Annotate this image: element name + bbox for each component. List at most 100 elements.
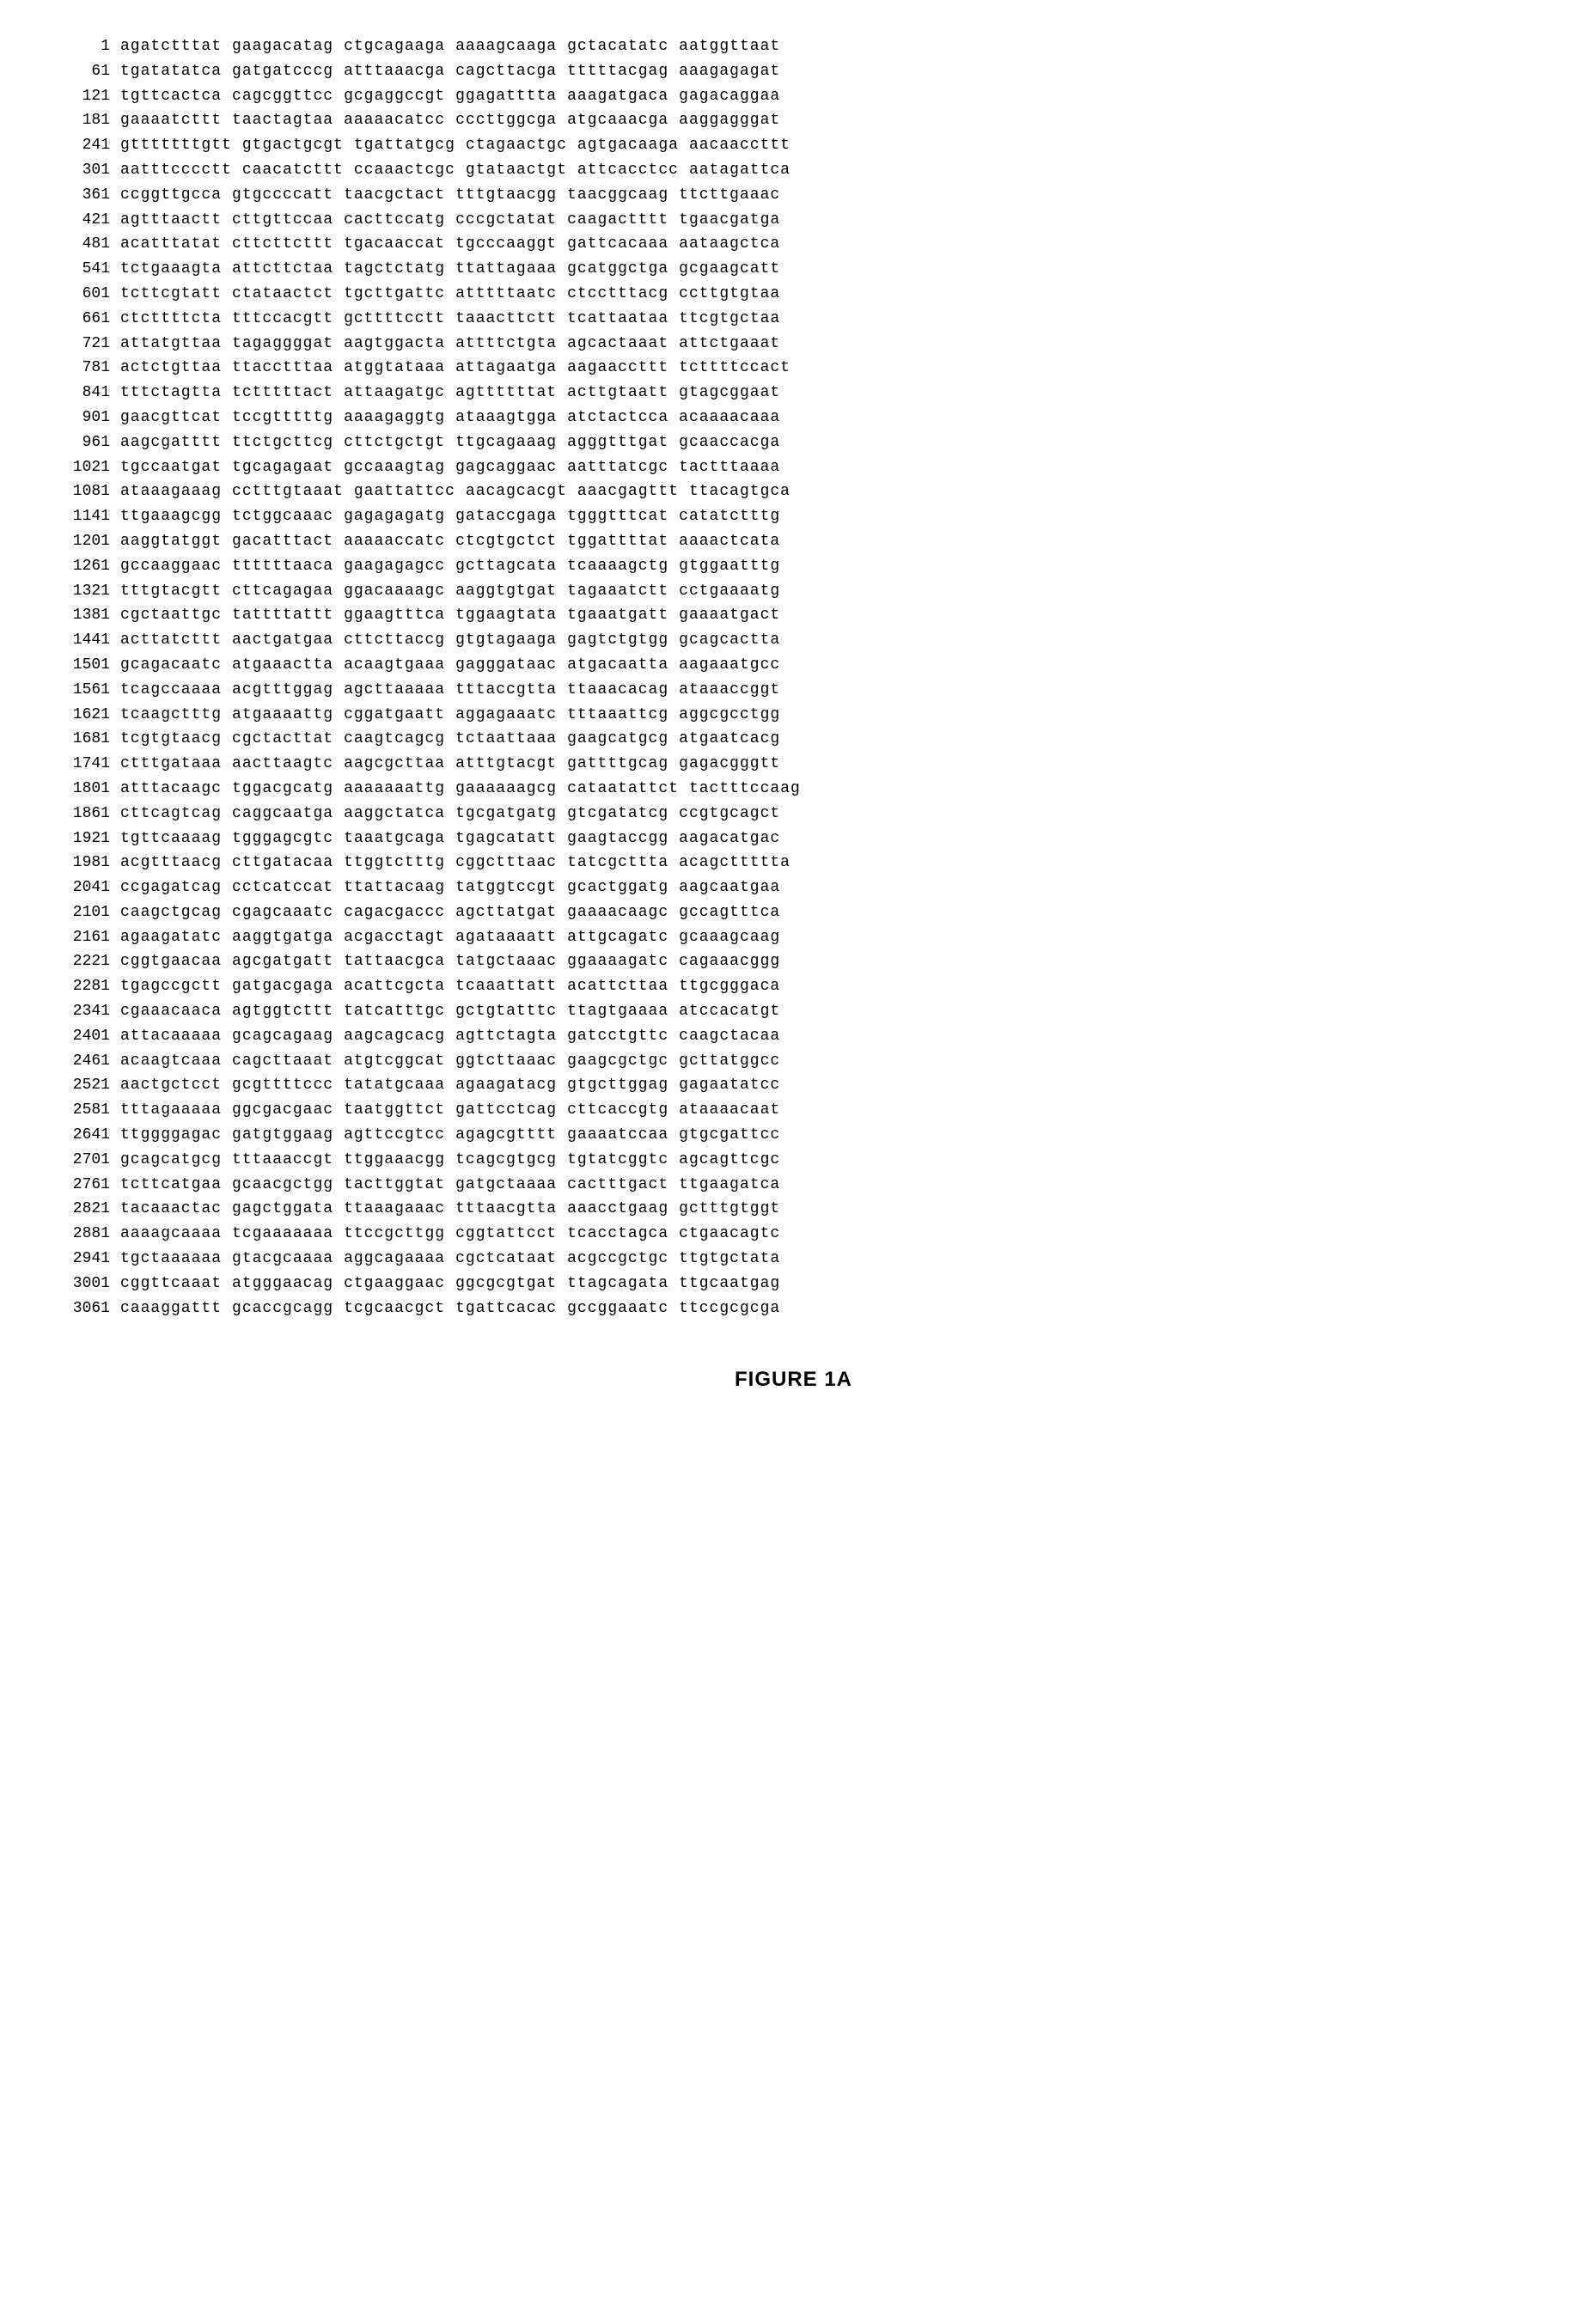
sequence-block: cggttcaaat bbox=[120, 1272, 222, 1296]
sequence-block: attagaatga bbox=[455, 356, 557, 381]
sequence-block: gcagcagaag bbox=[232, 1024, 333, 1049]
sequence-block: agataaaatt bbox=[455, 925, 557, 950]
sequence-block: gccaaagtag bbox=[344, 455, 445, 480]
sequence-blocks: cgctaattgctattttatttggaagtttcatggaagtata… bbox=[120, 603, 780, 628]
sequence-block: ttcgtgctaa bbox=[679, 307, 780, 332]
sequence-row: 2761tcttcatgaagcaacgctggtacttggtatgatgct… bbox=[52, 1173, 1535, 1198]
sequence-blocks: actctgttaattacctttaaatggtataaaattagaatga… bbox=[120, 356, 790, 381]
sequence-block: gtttttttgtt bbox=[120, 133, 232, 158]
sequence-row: 241gtttttttgttgtgactgcgttgattatgcgctagaa… bbox=[52, 133, 1535, 158]
sequence-block: ttattagaaa bbox=[455, 257, 557, 282]
position-number: 1261 bbox=[52, 554, 120, 579]
sequence-row: 2221cggtgaacaaagcgatgatttattaacgcatatgct… bbox=[52, 949, 1535, 974]
sequence-blocks: acatttatatcttcttcttttgacaaccattgcccaaggt… bbox=[120, 232, 780, 257]
sequence-block: ccgtgcagct bbox=[679, 802, 780, 827]
sequence-block: tcacctagca bbox=[567, 1222, 668, 1247]
sequence-block: gaattattcc bbox=[354, 479, 455, 504]
sequence-block: tatggtccgt bbox=[455, 875, 557, 900]
sequence-block: tattaacgca bbox=[344, 949, 445, 974]
sequence-block: agttccgtcc bbox=[344, 1123, 445, 1148]
sequence-block: cttcaccgtg bbox=[567, 1098, 668, 1123]
sequence-block: tgcttgattc bbox=[344, 282, 445, 307]
sequence-block: gagctggata bbox=[232, 1197, 333, 1222]
sequence-block: ctcctttacg bbox=[567, 282, 668, 307]
sequence-block: tctttttact bbox=[232, 381, 333, 406]
sequence-block: acgacctagt bbox=[344, 925, 445, 950]
sequence-block: aaaaaccatc bbox=[344, 529, 445, 554]
sequence-block: aggagaaatc bbox=[455, 703, 557, 728]
sequence-blocks: aatttccccttcaacatctttccaaactcgcgtataactg… bbox=[120, 158, 790, 183]
sequence-block: agttttttat bbox=[455, 381, 557, 406]
sequence-block: acgccgctgc bbox=[567, 1247, 668, 1272]
sequence-block: gaagacatag bbox=[232, 34, 333, 59]
sequence-row: 2941tgctaaaaaagtacgcaaaaaggcagaaaacgctca… bbox=[52, 1247, 1535, 1272]
sequence-blocks: aactgctcctgcgttttccctatatgcaaaagaagatacg… bbox=[120, 1073, 780, 1098]
sequence-blocks: tttagaaaaaggcgacgaactaatggttctgattcctcag… bbox=[120, 1098, 780, 1123]
sequence-block: cttcttaccg bbox=[344, 628, 445, 653]
sequence-row: 2881aaaagcaaaatcgaaaaaaattccgcttggcggtat… bbox=[52, 1222, 1535, 1247]
sequence-block: ttgcaatgag bbox=[679, 1272, 780, 1296]
sequence-blocks: ataaagaaagcctttgtaaatgaattattccaacagcacg… bbox=[120, 479, 790, 504]
sequence-block: attctgaaat bbox=[679, 332, 780, 357]
sequence-block: tttccacgtt bbox=[232, 307, 333, 332]
sequence-row: 1981acgtttaacgcttgatacaattggtctttgcggctt… bbox=[52, 851, 1535, 875]
sequence-blocks: tttgtacgttcttcagagaaggacaaaagcaaggtgtgat… bbox=[120, 579, 780, 604]
sequence-block: aaaaaaattg bbox=[344, 777, 445, 802]
sequence-block: aaggtgtgat bbox=[455, 579, 557, 604]
sequence-block: gagagagatg bbox=[344, 504, 445, 529]
sequence-row: 2821tacaaactacgagctggatattaaagaaactttaac… bbox=[52, 1197, 1535, 1222]
sequence-block: ttgcagaaag bbox=[455, 430, 557, 455]
sequence-block: atgggaacag bbox=[232, 1272, 333, 1296]
position-number: 2221 bbox=[52, 949, 120, 974]
sequence-blocks: cttcagtcagcaggcaatgaaaggctatcatgcgatgatg… bbox=[120, 802, 780, 827]
sequence-block: gtcgatatcg bbox=[567, 802, 668, 827]
position-number: 1381 bbox=[52, 603, 120, 628]
sequence-block: agatctttat bbox=[120, 34, 222, 59]
sequence-block: actctgttaa bbox=[120, 356, 222, 381]
sequence-block: acattcgcta bbox=[344, 974, 445, 999]
sequence-blocks: gaaaatcttttaactagtaaaaaaacatcccccttggcga… bbox=[120, 108, 780, 133]
sequence-block: ctttgataaa bbox=[120, 752, 222, 777]
sequence-block: taatggttct bbox=[344, 1098, 445, 1123]
sequence-row: 541tctgaaagtaattcttctaatagctctatgttattag… bbox=[52, 257, 1535, 282]
position-number: 421 bbox=[52, 208, 120, 233]
sequence-block: cagcttaaat bbox=[232, 1049, 333, 1074]
sequence-block: cttgttccaa bbox=[232, 208, 333, 233]
sequence-row: 2101caagctgcagcgagcaaatccagacgacccagctta… bbox=[52, 900, 1535, 925]
sequence-block: ttttttaaca bbox=[232, 554, 333, 579]
sequence-block: ccgagatcag bbox=[120, 875, 222, 900]
position-number: 481 bbox=[52, 232, 120, 257]
sequence-block: ttccgcttgg bbox=[344, 1222, 445, 1247]
position-number: 1 bbox=[52, 34, 120, 59]
sequence-block: atgaatcacg bbox=[679, 727, 780, 752]
sequence-blocks: attatgttaatagaggggataagtggactaattttctgta… bbox=[120, 332, 780, 357]
sequence-block: tcaaaagctg bbox=[567, 554, 668, 579]
sequence-block: atgtcggcat bbox=[344, 1049, 445, 1074]
sequence-block: ataaaccggt bbox=[679, 678, 780, 703]
sequence-block: ttacctttaa bbox=[232, 356, 333, 381]
sequence-row: 421agtttaacttcttgttccaacacttccatgcccgcta… bbox=[52, 208, 1535, 233]
sequence-block: tttgtaacgg bbox=[455, 183, 557, 208]
sequence-block: tcttcatgaa bbox=[120, 1173, 222, 1198]
position-number: 1501 bbox=[52, 653, 120, 678]
position-number: 301 bbox=[52, 158, 120, 183]
sequence-block: tatcatttgc bbox=[344, 999, 445, 1024]
position-number: 2041 bbox=[52, 875, 120, 900]
sequence-block: ggaaaagatc bbox=[567, 949, 668, 974]
sequence-block: tgcagagaat bbox=[232, 455, 333, 480]
sequence-block: atctactcca bbox=[567, 406, 668, 430]
sequence-block: tttctagtta bbox=[120, 381, 222, 406]
sequence-block: aaaactcata bbox=[679, 529, 780, 554]
sequence-block: aaaagaggtg bbox=[344, 406, 445, 430]
sequence-block: cggtgaacaa bbox=[120, 949, 222, 974]
sequence-block: tgattatgcg bbox=[354, 133, 455, 158]
position-number: 1981 bbox=[52, 851, 120, 875]
sequence-row: 481acatttatatcttcttcttttgacaaccattgcccaa… bbox=[52, 232, 1535, 257]
sequence-row: 1681tcgtgtaacgcgctacttatcaagtcagcgtctaat… bbox=[52, 727, 1535, 752]
sequence-row: 1501gcagacaatcatgaaacttaacaagtgaaagaggga… bbox=[52, 653, 1535, 678]
sequence-block: acaaaacaaa bbox=[679, 406, 780, 430]
sequence-block: ctagaactgc bbox=[466, 133, 567, 158]
sequence-blocks: tgttcaaaagtgggagcgtctaaatgcagatgagcatatt… bbox=[120, 827, 780, 851]
sequence-block: agttctagta bbox=[455, 1024, 557, 1049]
sequence-block: gagaatatcc bbox=[679, 1073, 780, 1098]
